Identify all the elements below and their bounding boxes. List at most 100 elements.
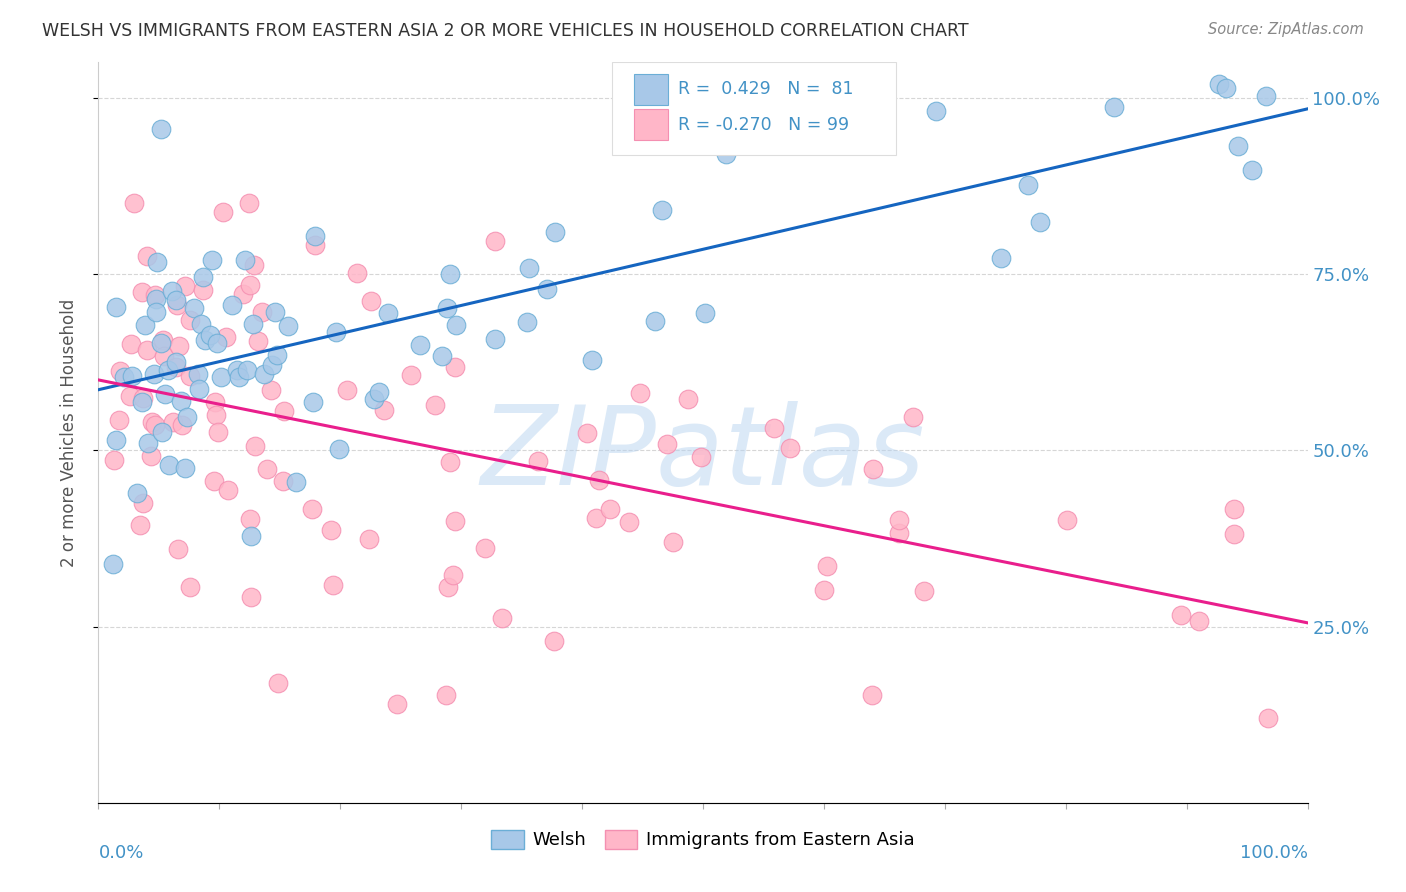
Point: [242, 258, 264, 272]
Point: [887, 513, 910, 527]
Point: [662, 535, 685, 549]
Point: [474, 541, 496, 555]
Point: [142, 367, 165, 381]
Text: Source: ZipAtlas.com: Source: ZipAtlas.com: [1208, 22, 1364, 37]
Point: [152, 349, 174, 363]
Point: [108, 364, 131, 378]
Y-axis label: 2 or more Vehicles in Household: 2 or more Vehicles in Household: [59, 299, 77, 566]
Point: [238, 196, 260, 211]
Point: [170, 393, 193, 408]
Point: [588, 473, 610, 487]
Point: [228, 370, 250, 384]
Point: [145, 293, 167, 307]
Point: [150, 425, 173, 439]
Point: [1208, 77, 1230, 91]
Point: [170, 417, 193, 432]
Point: [373, 403, 395, 417]
Point: [239, 512, 262, 526]
Point: [273, 404, 295, 418]
Point: [277, 318, 299, 333]
Point: [377, 306, 399, 320]
Point: [157, 458, 180, 473]
Point: [209, 369, 232, 384]
Point: [346, 266, 368, 280]
Point: [284, 475, 307, 489]
Point: [131, 394, 153, 409]
Point: [990, 251, 1012, 265]
Point: [190, 317, 212, 331]
Point: [301, 501, 323, 516]
Point: [103, 453, 125, 467]
Point: [304, 229, 326, 244]
Text: WELSH VS IMMIGRANTS FROM EASTERN ASIA 2 OR MORE VEHICLES IN HOUSEHOLD CORRELATIO: WELSH VS IMMIGRANTS FROM EASTERN ASIA 2 …: [42, 22, 969, 40]
Point: [202, 475, 225, 489]
Point: [689, 450, 711, 464]
Point: [1215, 81, 1237, 95]
Point: [232, 287, 254, 301]
Point: [516, 315, 538, 329]
Point: [302, 395, 325, 409]
Point: [191, 283, 214, 297]
Point: [409, 337, 432, 351]
Point: [441, 568, 464, 582]
Point: [162, 415, 184, 429]
Point: [141, 416, 163, 430]
Point: [693, 305, 716, 319]
Point: [149, 336, 172, 351]
Point: [145, 305, 167, 319]
Point: [252, 367, 274, 381]
Point: [676, 392, 699, 407]
Point: [439, 455, 461, 469]
Point: [430, 349, 453, 363]
FancyBboxPatch shape: [634, 109, 668, 140]
Point: [239, 278, 262, 293]
Point: [359, 533, 381, 547]
Point: [176, 410, 198, 425]
Point: [136, 249, 159, 263]
Point: [399, 368, 422, 382]
Point: [205, 336, 228, 351]
Point: [131, 285, 153, 299]
Point: [173, 460, 195, 475]
Point: [336, 384, 359, 398]
Point: [198, 327, 221, 342]
Point: [912, 584, 935, 599]
Point: [1222, 501, 1244, 516]
Point: [779, 441, 801, 455]
Point: [925, 103, 948, 118]
Point: [240, 529, 263, 543]
Point: [360, 294, 382, 309]
Point: [436, 301, 458, 316]
Point: [887, 526, 910, 541]
Point: [179, 312, 201, 326]
Point: [651, 203, 673, 218]
FancyBboxPatch shape: [634, 73, 668, 104]
Point: [860, 688, 883, 702]
Point: [439, 267, 461, 281]
Point: [132, 391, 155, 405]
Point: [112, 370, 135, 384]
Point: [121, 369, 143, 384]
Point: [165, 355, 187, 369]
Point: [187, 368, 209, 382]
Text: ZIPatlas: ZIPatlas: [481, 401, 925, 508]
Point: [160, 284, 183, 298]
Point: [1017, 178, 1039, 192]
Point: [221, 298, 243, 312]
Point: [204, 395, 226, 409]
Point: [152, 333, 174, 347]
Point: [105, 300, 128, 314]
Point: [204, 409, 226, 423]
Point: [105, 433, 128, 447]
Point: [153, 387, 176, 401]
Point: [167, 339, 190, 353]
Point: [1257, 711, 1279, 725]
Point: [322, 578, 344, 592]
Point: [619, 516, 641, 530]
Text: R =  0.429   N =  81: R = 0.429 N = 81: [678, 80, 853, 98]
Point: [143, 288, 166, 302]
Point: [543, 634, 565, 648]
Point: [363, 392, 385, 406]
Point: [183, 301, 205, 315]
Point: [491, 610, 513, 624]
